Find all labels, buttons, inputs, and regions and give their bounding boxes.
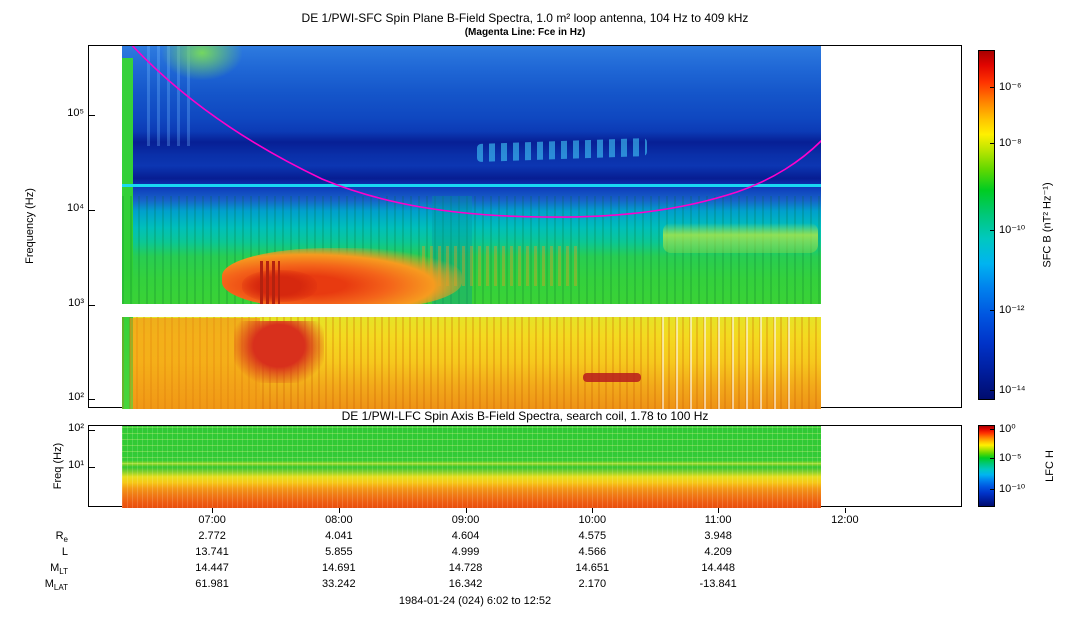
lfc-spectrogram-panel xyxy=(88,425,962,508)
time-tick-label: 07:00 xyxy=(198,514,226,526)
sfc-colorbar-tick-label: 10⁻⁸ xyxy=(999,137,1022,150)
lfc-y-tick-label: 10² xyxy=(68,421,84,434)
spectral-feature-low-red xyxy=(234,321,324,383)
lfc-colorbar-tick-label: 10⁻⁵ xyxy=(999,451,1022,464)
ephemeris-row-label: MLT xyxy=(50,562,68,577)
ephemeris-value: 4.209 xyxy=(704,546,732,558)
lfc-colorbar-label: LFC H xyxy=(1044,450,1056,482)
spectral-feature-green-burst xyxy=(162,46,242,80)
time-range-caption: 1984-01-24 (024) 6:02 to 12:52 xyxy=(398,595,552,607)
ephemeris-value: 14.448 xyxy=(701,562,735,574)
time-tick-mark xyxy=(465,508,467,513)
lfc-colorbar-tick-mark xyxy=(990,429,995,431)
lfc-colorbar-tick-label: 10⁻¹⁰ xyxy=(999,482,1026,495)
ephemeris-value: 14.728 xyxy=(448,562,483,574)
lfc-y-tick-label: 10¹ xyxy=(68,458,84,471)
sfc-colorbar-tick-label: 10⁻¹⁰ xyxy=(999,223,1026,236)
sfc-title: DE 1/PWI-SFC Spin Plane B-Field Spectra,… xyxy=(301,11,749,25)
sfc-spectrogram xyxy=(122,46,821,409)
sfc-colorbar-tick-mark xyxy=(990,310,995,312)
sfc-y-axis-label: Frequency (Hz) xyxy=(24,188,36,264)
ephemeris-value: 2.772 xyxy=(198,530,226,542)
sfc-colorbar xyxy=(978,50,995,400)
sfc-y-tick-label: 10⁵ xyxy=(67,107,84,120)
ephemeris-value: 14.447 xyxy=(195,562,229,574)
time-tick-mark xyxy=(592,508,594,513)
time-tick-label: 12:00 xyxy=(831,514,859,526)
lfc-colorbar-tick-label: 10⁰ xyxy=(999,423,1016,436)
ephemeris-value: 4.999 xyxy=(451,546,480,558)
time-tick-mark xyxy=(212,508,214,513)
time-tick-label: 09:00 xyxy=(451,514,480,526)
ephemeris-value: -13.841 xyxy=(699,578,737,590)
ephemeris-value: 5.855 xyxy=(325,546,353,558)
spectral-feature-dark-red-streak xyxy=(583,373,641,382)
spectral-feature-horizontal-lines xyxy=(122,426,821,464)
ephemeris-value: 61.981 xyxy=(195,578,229,590)
time-tick-mark xyxy=(844,508,846,513)
sfc-y-tick-mark xyxy=(89,115,95,117)
sfc-colorbar-tick-mark xyxy=(990,389,995,391)
sfc-colorbar-tick-mark xyxy=(990,87,995,89)
time-tick-label: 11:00 xyxy=(704,514,732,526)
ephemeris-row-label: MLAT xyxy=(44,578,68,593)
lfc-spectrogram xyxy=(122,426,821,508)
lfc-y-tick-mark xyxy=(89,466,95,468)
lfc-colorbar-tick-mark xyxy=(990,488,995,490)
ephemeris-value: 4.604 xyxy=(451,530,480,542)
sfc-colorbar-tick-mark xyxy=(990,229,995,231)
ephemeris-value: 4.575 xyxy=(578,530,607,542)
spectral-feature-start-column xyxy=(122,58,133,409)
sfc-y-tick-label: 10⁴ xyxy=(67,202,84,215)
ephemeris-value: 3.948 xyxy=(704,530,732,542)
lfc-colorbar xyxy=(978,425,995,507)
sfc-subtitle: (Magenta Line: Fce in Hz) xyxy=(464,27,586,38)
spectral-feature-white-gaps xyxy=(662,317,792,409)
fce-line xyxy=(131,46,821,218)
ephemeris-value: 4.566 xyxy=(578,546,607,558)
ephemeris-value: 33.242 xyxy=(322,578,356,590)
sfc-y-tick-mark xyxy=(89,398,95,400)
sfc-colorbar-tick-label: 10⁻¹² xyxy=(999,304,1025,317)
sfc-y-tick-label: 10³ xyxy=(68,296,84,309)
ephemeris-value: 13.741 xyxy=(195,546,229,558)
ephemeris-row-label: L xyxy=(61,546,68,558)
spectral-feature-bright-band xyxy=(663,223,818,253)
sfc-y-tick-mark xyxy=(89,210,95,212)
spectral-feature-vertical-texture xyxy=(122,426,821,508)
lfc-y-tick-mark xyxy=(89,429,95,431)
lfc-title: DE 1/PWI-LFC Spin Axis B-Field Spectra, … xyxy=(341,409,709,423)
ephemeris-value: 4.041 xyxy=(325,530,353,542)
ephemeris-value: 14.691 xyxy=(322,562,356,574)
sfc-colorbar-label: SFC B (nT² Hz⁻¹) xyxy=(1041,182,1054,268)
lfc-colorbar-tick-mark xyxy=(990,457,995,459)
ephemeris-value: 2.170 xyxy=(578,578,607,590)
ephemeris-value: 14.651 xyxy=(575,562,610,574)
sfc-y-tick-mark xyxy=(89,304,95,306)
sfc-spectrogram-panel xyxy=(88,45,962,409)
spectral-feature-16khz-line xyxy=(122,184,821,187)
ephemeris-row-label: Re xyxy=(55,530,68,545)
sfc-y-tick-label: 10² xyxy=(68,390,84,403)
time-tick-mark xyxy=(718,508,720,513)
time-tick-label: 10:00 xyxy=(578,514,607,526)
sfc-colorbar-tick-label: 10⁻¹⁴ xyxy=(999,383,1026,396)
sfc-colorbar-tick-mark xyxy=(990,143,995,145)
time-tick-label: 08:00 xyxy=(325,514,353,526)
ephemeris-value: 16.342 xyxy=(448,578,483,590)
spectral-feature-chorus-streaks xyxy=(260,261,280,304)
sfc-colorbar-tick-label: 10⁻⁶ xyxy=(999,81,1022,94)
time-tick-mark xyxy=(338,508,340,513)
data-gap-band xyxy=(122,304,821,317)
